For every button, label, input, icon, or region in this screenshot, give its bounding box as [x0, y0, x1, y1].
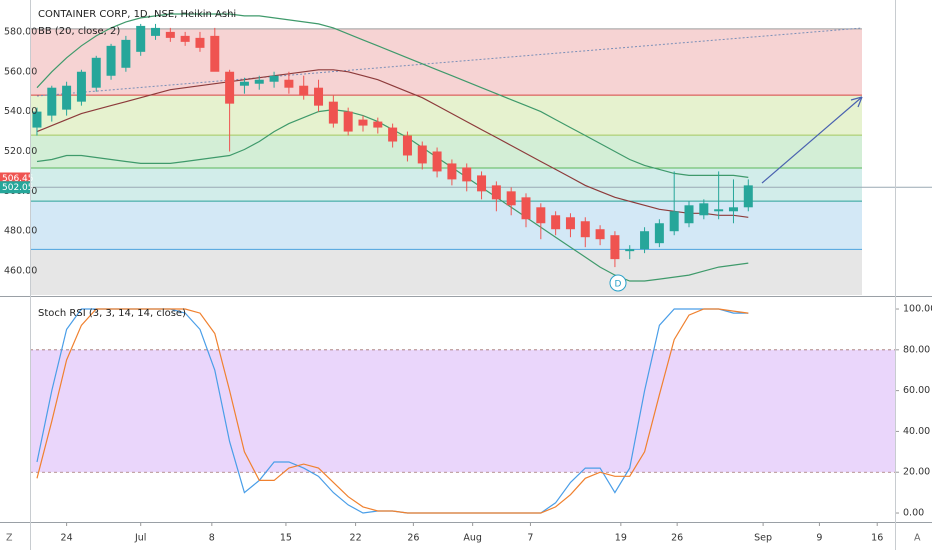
candle-body	[269, 75, 279, 82]
y-tick-label: 580.00	[4, 26, 37, 37]
x-tick-label: 7	[527, 533, 533, 544]
x-tick-label: 9	[816, 533, 822, 544]
candle-body	[32, 111, 42, 128]
series-line	[36, 69, 749, 218]
y-tick-label: 0.00	[903, 508, 924, 519]
candle-body	[284, 79, 294, 88]
candle-body	[640, 231, 650, 250]
y-tick-label: 20.00	[903, 467, 930, 478]
marker-circle	[609, 274, 627, 292]
candle-body	[62, 85, 72, 110]
candle-body	[358, 119, 368, 126]
y-tick-label: 80.00	[903, 344, 930, 355]
x-tick-label: Jul	[134, 533, 146, 544]
zone	[30, 168, 862, 202]
zone	[30, 249, 862, 295]
candle-body	[728, 207, 738, 212]
zone	[30, 135, 862, 169]
candle-body	[180, 35, 190, 42]
x-tick-label: 19	[615, 533, 627, 544]
zone	[30, 201, 862, 250]
price-label: 502.05	[2, 183, 34, 193]
candle-body	[328, 101, 338, 124]
y-tick-label: 540.00	[4, 106, 37, 117]
candle-body	[625, 249, 635, 252]
candle-body	[121, 39, 131, 68]
x-tick-label: 15	[280, 533, 292, 544]
y-tick-label: 100.00	[903, 304, 932, 315]
candle-body	[343, 111, 353, 132]
y-tick-label: 480.00	[4, 226, 37, 237]
candle-body	[136, 25, 146, 52]
chart-subtitle: BB (20, close, 2)	[38, 26, 120, 37]
candle-body	[225, 71, 235, 104]
candle-body	[714, 209, 724, 212]
x-tick-label: 26	[407, 533, 419, 544]
candle-body	[91, 57, 101, 88]
candle-body	[595, 229, 605, 240]
candle-body	[195, 37, 205, 48]
x-tick-label: 8	[209, 533, 215, 544]
zone	[30, 95, 862, 136]
candle-body	[314, 87, 324, 106]
x-tick-label: Sep	[754, 533, 772, 544]
arrow-head	[850, 96, 863, 108]
price-label-box	[0, 181, 30, 194]
candle-body	[373, 121, 383, 128]
candle-body	[151, 27, 161, 36]
x-tick-label: Aug	[463, 533, 482, 544]
corner-label: A	[914, 533, 921, 544]
candle-body	[551, 215, 561, 230]
price-label: 506.45	[2, 174, 34, 184]
x-tick-label: 26	[671, 533, 683, 544]
arrow-line	[761, 96, 863, 184]
candle-body	[299, 85, 309, 96]
candle-body	[699, 203, 709, 216]
candle-body	[239, 81, 249, 86]
y-tick-label: 520.00	[4, 146, 37, 157]
y-tick-label: 60.00	[903, 385, 930, 396]
candle-body	[402, 135, 412, 156]
trend-line	[36, 27, 863, 97]
candle-body	[521, 197, 531, 220]
y-tick-label: 460.00	[4, 266, 37, 277]
candle-body	[610, 235, 620, 260]
chart-title: CONTAINER CORP, 1D, NSE, Heikin Ashi	[38, 9, 236, 20]
series-line	[36, 13, 749, 178]
corner-label: Z	[6, 533, 13, 544]
zone	[30, 28, 862, 96]
candle-body	[165, 31, 175, 38]
chart-title: Stoch RSI (3, 3, 14, 14, close)	[38, 308, 186, 319]
x-tick-label: 24	[61, 533, 73, 544]
candle-body	[417, 145, 427, 164]
candle-body	[462, 167, 472, 182]
candle-body	[477, 175, 487, 192]
candle-body	[210, 35, 220, 72]
candle-body	[684, 205, 694, 224]
candle-body	[388, 127, 398, 142]
candle-body	[654, 223, 664, 244]
candle-body	[432, 151, 442, 172]
candle-body	[447, 163, 457, 180]
candle-body	[743, 185, 753, 208]
marker-label: D	[615, 280, 622, 290]
candle-body	[254, 79, 264, 84]
candle-body	[669, 211, 679, 232]
candle-body	[580, 221, 590, 238]
candle-body	[491, 185, 501, 200]
band	[30, 349, 895, 473]
candle-body	[565, 217, 575, 230]
y-tick-label: 560.00	[4, 66, 37, 77]
x-tick-label: 16	[871, 533, 883, 544]
x-tick-label: 22	[350, 533, 362, 544]
series-line	[36, 308, 749, 514]
candle-body	[106, 45, 116, 76]
candle-body	[506, 191, 516, 206]
y-tick-label: 40.00	[903, 426, 930, 437]
candle-body	[47, 87, 57, 116]
candle-body	[76, 71, 86, 102]
candle-body	[536, 207, 546, 224]
